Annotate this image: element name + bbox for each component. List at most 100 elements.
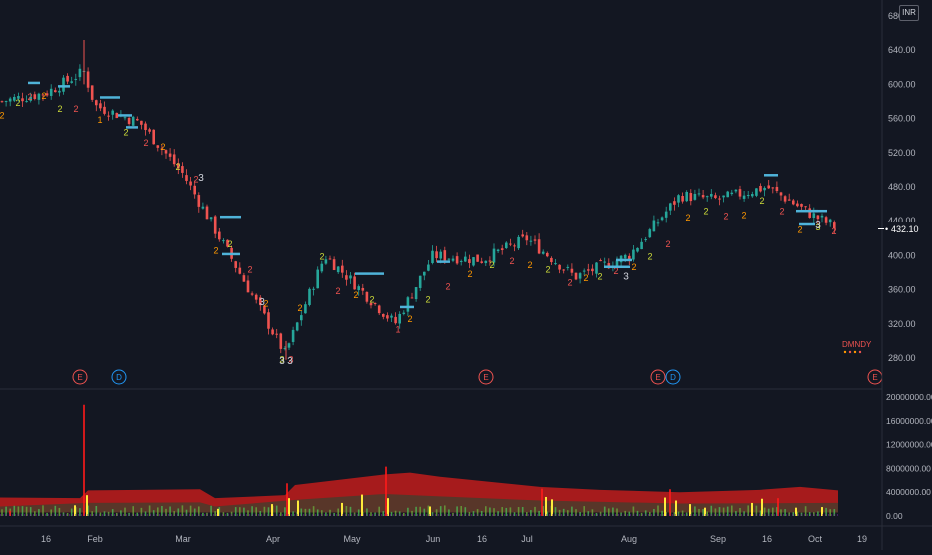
volume-bar <box>476 509 479 516</box>
price-tick-label: 440.00 <box>888 216 916 226</box>
count-mark: 2 <box>467 269 472 279</box>
volume-bar <box>407 507 409 516</box>
candle-body <box>336 266 340 273</box>
volume-bar <box>300 508 303 516</box>
volume-bar <box>398 511 401 516</box>
candle-body <box>156 145 160 148</box>
volume-bar <box>546 511 549 516</box>
volume-bar <box>603 506 606 516</box>
time-axis-label: Jul <box>521 534 533 544</box>
volume-bar <box>173 511 175 516</box>
volume-bar <box>562 508 565 516</box>
time-axis-label: Mar <box>175 534 191 544</box>
count-mark: 2 <box>831 226 836 236</box>
count-mark: 1 <box>97 115 102 125</box>
volume-pane[interactable] <box>0 404 838 516</box>
event-marker <box>72 369 88 385</box>
volume-spike <box>689 504 691 516</box>
candle-body <box>660 217 664 221</box>
volume-spike <box>664 497 666 516</box>
level-marker <box>355 272 384 275</box>
volume-bar <box>489 507 491 516</box>
volume-bar <box>718 507 721 516</box>
volume-bar <box>353 512 356 516</box>
count-mark: 3 <box>279 356 285 367</box>
last-price-label: 432.10 <box>891 224 919 234</box>
volume-bar <box>624 510 626 516</box>
volume-bar <box>337 508 339 516</box>
time-axis[interactable]: 16 Feb Mar Apr May Jun 16 Jul Aug Sep 16 Oct 19 <box>41 534 867 544</box>
candle-body <box>279 333 283 349</box>
volume-bar <box>804 506 807 516</box>
candle-body <box>177 163 180 169</box>
volume-bar <box>513 512 516 516</box>
volume-bar <box>735 511 737 516</box>
volume-bar <box>214 511 216 516</box>
candle-body <box>423 271 426 276</box>
candle-body <box>275 333 278 335</box>
candle-body <box>390 315 393 318</box>
event-label: D <box>116 373 122 382</box>
count-mark: 3 <box>815 222 820 232</box>
candle-body <box>599 260 602 262</box>
count-mark: 2 <box>703 206 708 216</box>
candle-body <box>95 100 98 106</box>
volume-bar <box>829 509 831 516</box>
candle-body <box>755 188 758 196</box>
volume-bar <box>157 507 159 516</box>
candle-body <box>410 297 414 299</box>
count-mark: 2 <box>665 239 670 249</box>
volume-bar <box>702 509 704 516</box>
volume-bar <box>370 512 372 516</box>
volume-bar <box>193 508 196 516</box>
volume-bar <box>411 510 413 516</box>
volume-bar <box>124 507 126 516</box>
volume-band-inner <box>0 493 838 513</box>
volume-axis[interactable]: 20000000.00 16000000.00 12000000.00 8000000… <box>886 392 932 521</box>
candle-body <box>152 129 155 145</box>
volume-spike <box>86 495 88 516</box>
count-mark: 2 <box>123 128 128 138</box>
volume-bar <box>612 507 614 516</box>
candle-body <box>468 259 471 263</box>
volume-bar <box>42 505 44 516</box>
volume-bar <box>517 507 520 516</box>
candle-body <box>373 302 377 304</box>
candle-body <box>623 254 627 259</box>
volume-bar <box>587 511 590 516</box>
candle-body <box>537 239 541 254</box>
volume-bar <box>558 509 561 516</box>
candle-body <box>591 268 594 272</box>
count-mark: 2 <box>741 211 746 221</box>
event-label: E <box>655 373 660 382</box>
volume-bar <box>534 506 536 516</box>
currency-badge[interactable]: INR <box>899 5 919 21</box>
candle-body <box>484 260 488 264</box>
candle-body <box>86 71 90 88</box>
candle-body <box>496 249 500 252</box>
volume-bar <box>247 510 249 516</box>
event-marker <box>665 369 681 385</box>
volume-tick-label: 4000000.00 <box>886 487 931 497</box>
volume-bar <box>464 507 467 516</box>
candle-body <box>295 322 299 331</box>
volume-bar <box>366 508 368 516</box>
price-axis[interactable]: 680.00640.00600.00560.00520.00480.00440.… <box>888 11 916 363</box>
volume-bar <box>91 511 93 516</box>
level-marker <box>118 114 132 117</box>
candle-body <box>144 123 147 131</box>
level-marker <box>437 260 450 263</box>
candle-body <box>341 265 344 273</box>
indicator-dots <box>843 350 862 354</box>
candle-body <box>250 293 254 295</box>
volume-bar <box>120 510 122 516</box>
price-tick-label: 400.00 <box>888 250 916 260</box>
volume-bar <box>833 509 836 516</box>
candle-body <box>808 208 811 218</box>
time-axis-label: Oct <box>808 534 823 544</box>
candle-body <box>828 219 832 223</box>
candle-body <box>386 315 389 319</box>
